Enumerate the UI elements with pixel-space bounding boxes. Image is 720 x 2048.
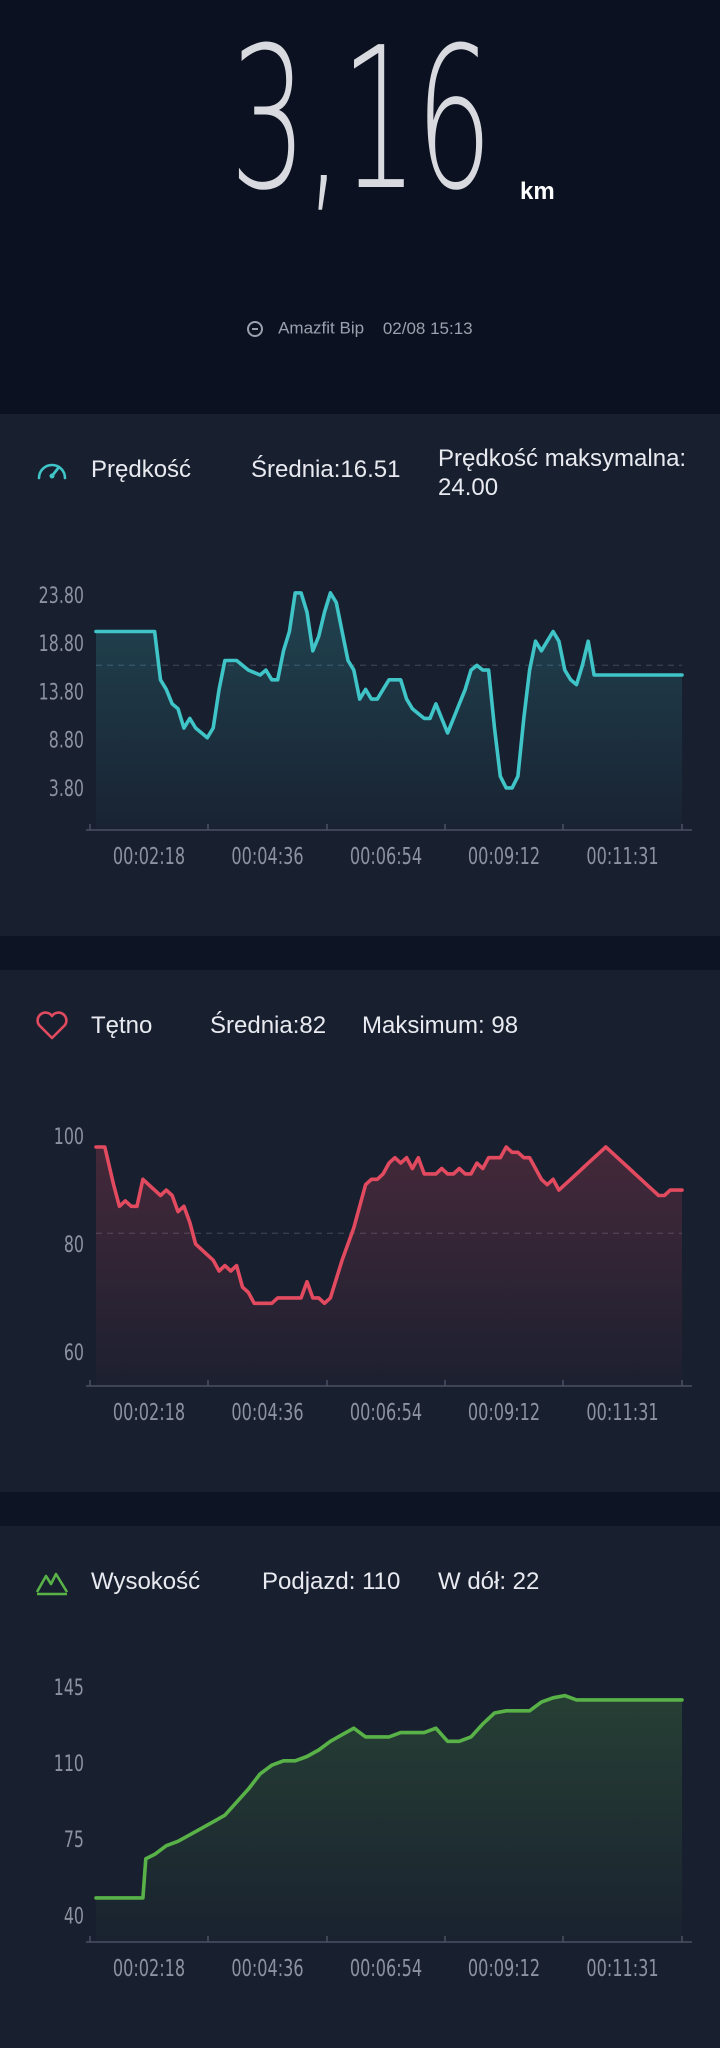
heart-rate-average: Średnia:82: [210, 1012, 327, 1039]
section-divider: [0, 936, 720, 970]
y-tick-label: 13.80: [39, 679, 84, 705]
heart-icon: [36, 1011, 68, 1040]
section-divider: [0, 1492, 720, 1526]
x-tick-label: 00:09:12: [468, 843, 540, 870]
y-tick-label: 40: [64, 1903, 84, 1929]
x-tick-label: 00:04:36: [231, 843, 303, 870]
series-line: [94, 1145, 684, 1306]
heart-rate-card: Tętno Średnia:82 Maksimum: 98 100 80 60 00:…: [0, 970, 720, 1492]
altitude-card-header: Wysokość Podjazd: 110 W dół: 22: [0, 1526, 720, 1606]
speed-card-header: Prędkość Średnia:16.51 Prędkość maksymal…: [0, 414, 720, 501]
y-tick-label: 3.80: [49, 775, 84, 801]
heart-rate-title: Tętno: [91, 1012, 153, 1039]
y-tick-label: 100: [54, 1124, 84, 1150]
series-line: [94, 1693, 684, 1900]
x-tick-label: 00:02:18: [113, 1955, 185, 1982]
altitude-title: Wysokość: [91, 1568, 201, 1595]
y-tick-label: 80: [64, 1231, 84, 1257]
series-area: [96, 1695, 682, 1942]
x-tick-label: 00:09:12: [468, 1955, 540, 1982]
heart-rate-max: Maksimum: 98: [362, 1012, 519, 1039]
x-tick-label: 00:04:36: [231, 1955, 303, 1982]
series-line: [94, 591, 684, 790]
speedometer-icon: [37, 463, 67, 480]
x-tick-label: 00:06:54: [350, 843, 422, 870]
y-tick-label: 23.80: [39, 582, 84, 608]
altitude-card: Wysokość Podjazd: 110 W dół: 22 145 110 75…: [0, 1526, 720, 2048]
y-tick-label: 18.80: [39, 630, 84, 656]
y-tick-label: 8.80: [49, 727, 84, 753]
series-area: [96, 592, 682, 830]
speed-max-value: 24.00: [438, 474, 499, 501]
summary-header: 3,16 km Amazfit Bip 02/08 15:13: [0, 0, 720, 414]
workout-datetime: 02/08 15:13: [382, 318, 473, 338]
speed-title: Prędkość: [91, 456, 192, 483]
watch-icon: [247, 320, 264, 337]
x-tick-label: 00:11:31: [586, 843, 658, 870]
x-tick-label: 00:04:36: [231, 1399, 303, 1426]
y-tick-label: 60: [64, 1339, 84, 1365]
device-name: Amazfit Bip: [278, 318, 365, 338]
altitude-chart: 145 110 75 40 00:02:18 00:04:36 00:06:54 00:09:…: [54, 1674, 692, 1982]
distance-value: 3,16: [229, 6, 493, 234]
altitude-descent: W dół: 22: [438, 1568, 540, 1595]
x-tick-label: 00:09:12: [468, 1399, 540, 1426]
speed-chart: 23.80 18.80 13.80 8.80 3.80 00:02:18 00:04:36 0…: [39, 582, 692, 870]
device-row: Amazfit Bip 02/08 15:13: [0, 318, 720, 339]
speed-average: Średnia:16.51: [251, 456, 401, 483]
y-tick-label: 145: [54, 1674, 84, 1700]
altitude-climb: Podjazd: 110: [262, 1568, 401, 1595]
speed-max-label: Prędkość maksymalna:: [438, 445, 687, 472]
x-tick-label: 00:11:31: [586, 1955, 658, 1982]
speed-card: Prędkość Średnia:16.51 Prędkość maksymal…: [0, 414, 720, 936]
y-tick-label: 110: [54, 1750, 84, 1776]
speed-max: Prędkość maksymalna: 24.00: [438, 444, 686, 502]
x-tick-label: 00:02:18: [113, 843, 185, 870]
distance-unit: km: [520, 178, 555, 205]
x-tick-label: 00:06:54: [350, 1399, 422, 1426]
mountain-icon: [35, 1572, 69, 1596]
x-tick-label: 00:02:18: [113, 1399, 185, 1426]
heart-rate-card-header: Tętno Średnia:82 Maksimum: 98: [0, 970, 720, 1050]
x-tick-label: 00:11:31: [586, 1399, 658, 1426]
x-tick-label: 00:06:54: [350, 1955, 422, 1982]
heart-rate-chart: 100 80 60 00:02:18 00:04:36 00:06:54 00:09:12 0…: [54, 1124, 692, 1426]
series-area: [96, 1147, 682, 1386]
y-tick-label: 75: [64, 1826, 84, 1852]
